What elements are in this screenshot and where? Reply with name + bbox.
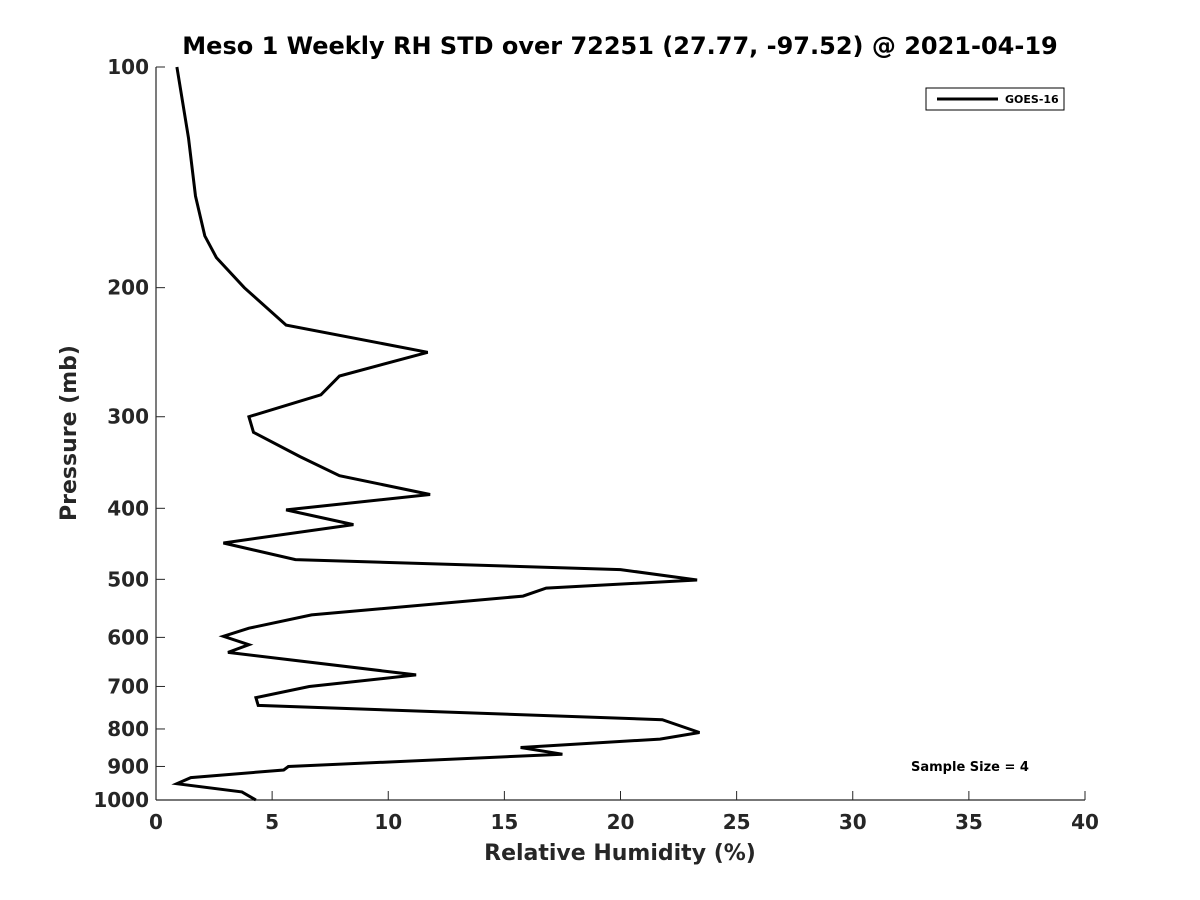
x-axis-ticks: 0 5 10 15 20 25 30 35 40 [149,791,1099,834]
x-axis-label: Relative Humidity (%) [484,841,756,866]
series-line-goes-16 [171,66,700,802]
x-tick-label: 25 [723,810,751,834]
y-tick-label: 100 [107,55,149,79]
y-axis-ticks: 100 200 300 400 500 600 700 800 900 1000 [93,55,165,812]
y-tick-label: 500 [107,567,149,591]
y-tick-label: 200 [107,276,149,300]
y-axis-label: Pressure (mb) [57,345,82,521]
sample-size-annotation: Sample Size = 4 [911,760,1029,775]
x-tick-label: 0 [149,810,163,834]
x-tick-label: 35 [955,810,983,834]
legend-label-goes-16: GOES-16 [1005,93,1059,106]
y-tick-label: 300 [107,405,149,429]
x-tick-label: 15 [490,810,518,834]
x-tick-label: 10 [374,810,402,834]
y-tick-label: 1000 [93,788,149,812]
x-tick-label: 40 [1071,810,1099,834]
y-tick-label: 400 [107,496,149,520]
y-tick-label: 900 [107,754,149,778]
x-tick-label: 5 [265,810,279,834]
x-tick-label: 30 [839,810,867,834]
series-layer [171,66,700,802]
legend: GOES-16 [925,87,1065,111]
x-tick-label: 20 [607,810,635,834]
y-tick-label: 800 [107,717,149,741]
y-tick-label: 600 [107,625,149,649]
y-tick-label: 700 [107,674,149,698]
chart-title: Meso 1 Weekly RH STD over 72251 (27.77, … [182,32,1057,60]
